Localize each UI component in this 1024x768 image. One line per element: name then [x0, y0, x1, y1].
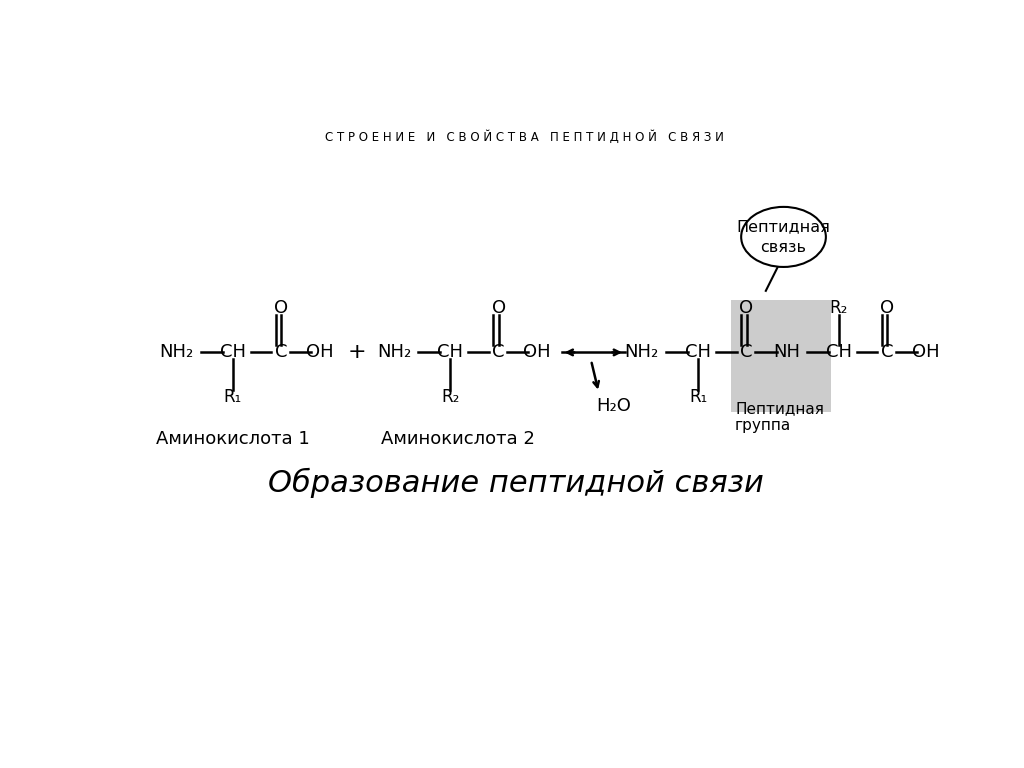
Text: H₂O: H₂O	[597, 397, 632, 415]
Text: Пептидная
группа: Пептидная группа	[735, 401, 824, 433]
Text: OH: OH	[912, 343, 940, 362]
Text: Образование пептидной связи: Образование пептидной связи	[267, 468, 764, 498]
Text: O: O	[274, 299, 289, 316]
Text: OH: OH	[306, 343, 334, 362]
Text: CH: CH	[826, 343, 852, 362]
Text: O: O	[881, 299, 895, 316]
Text: Пептидная
связь: Пептидная связь	[736, 219, 830, 255]
Text: R₂: R₂	[829, 299, 848, 316]
Text: NH₂: NH₂	[625, 343, 659, 362]
Text: Аминокислота 2: Аминокислота 2	[381, 430, 535, 449]
Text: C: C	[740, 343, 753, 362]
Text: R₂: R₂	[441, 388, 460, 406]
Text: C: C	[493, 343, 505, 362]
Text: CH: CH	[437, 343, 463, 362]
Text: CH: CH	[685, 343, 711, 362]
Text: O: O	[739, 299, 754, 316]
Text: +: +	[347, 343, 367, 362]
Text: OH: OH	[523, 343, 551, 362]
Text: R₁: R₁	[689, 388, 708, 406]
Text: C: C	[275, 343, 288, 362]
Text: CH: CH	[220, 343, 246, 362]
Bar	[731, 300, 831, 412]
Ellipse shape	[741, 207, 826, 267]
Text: C: C	[882, 343, 894, 362]
Text: R₁: R₁	[224, 388, 242, 406]
Text: NH₂: NH₂	[377, 343, 411, 362]
Text: Аминокислота 1: Аминокислота 1	[156, 430, 310, 449]
Text: NH₂: NH₂	[160, 343, 194, 362]
Text: O: O	[492, 299, 506, 316]
Text: NH: NH	[773, 343, 800, 362]
Text: С Т Р О Е Н И Е   И   С В О Й С Т В А   П Е П Т И Д Н О Й   С В Я З И: С Т Р О Е Н И Е И С В О Й С Т В А П Е П …	[326, 130, 724, 144]
